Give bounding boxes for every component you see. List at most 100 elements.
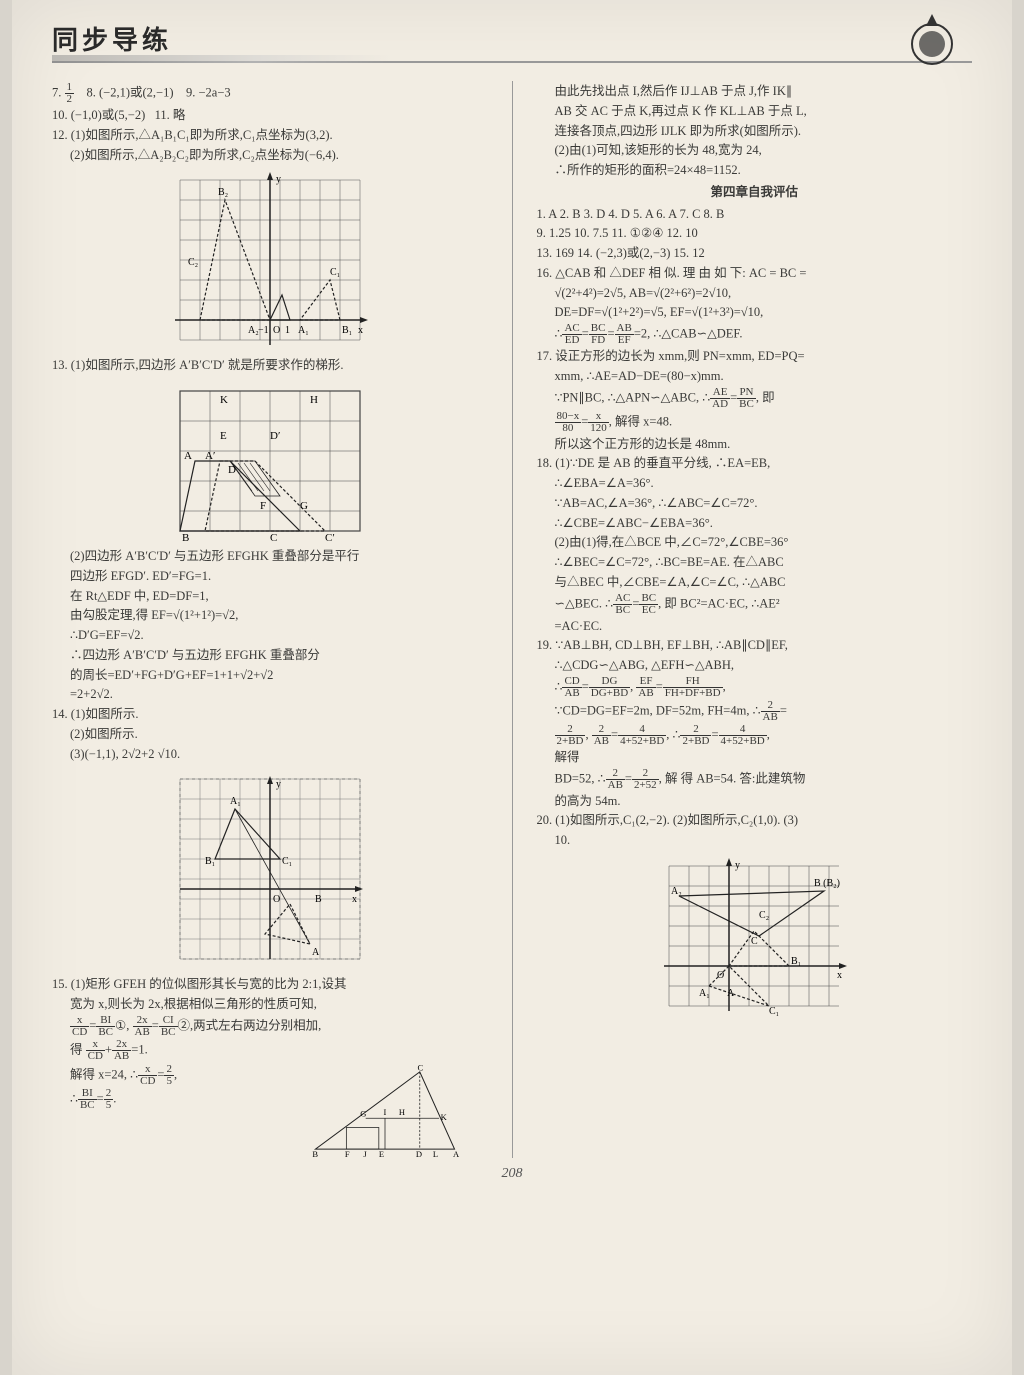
svg-text:K: K: [220, 394, 228, 406]
q15b: 宽为 x,则长为 2x,根据相似三角形的性质可知,: [52, 995, 488, 1014]
figure-12-grid: C₂ B₂ A₂ C₁ B₁ A₁ O −1 1 x y: [170, 170, 370, 350]
svg-text:A₁: A₁: [230, 796, 241, 807]
r3: 连接各顶点,四边形 IJLK 即为所求(如图所示).: [537, 122, 973, 141]
q15f: ∴BIBC=25.: [52, 1088, 292, 1111]
q17c: ∵PN∥BC, ∴△APN∽△ABC, ∴AEAD=PNBC, 即: [537, 387, 973, 410]
q14a: 14. (1)如图所示.: [52, 705, 488, 724]
svg-text:C: C: [270, 532, 277, 541]
section-title: 第四章自我评估: [537, 183, 973, 202]
q18c: ∵AB=AC,∠A=36°, ∴∠ABC=∠C=72°.: [537, 494, 973, 513]
column-divider: [512, 81, 513, 1158]
q20b: 10.: [537, 831, 973, 850]
svg-text:C₁: C₁: [330, 267, 340, 278]
answer-7-8-9: 7. 12 8. (−2,1)或(2,−1) 9. −2a−3: [52, 82, 488, 105]
svg-text:B (B₂): B (B₂): [814, 878, 840, 889]
q13-2e: ∴D′G=EF=√2.: [52, 626, 488, 645]
svg-text:C: C: [751, 936, 758, 947]
content-columns: 7. 12 8. (−2,1)或(2,−1) 9. −2a−3 10. (−1,…: [52, 81, 972, 1158]
svg-text:B: B: [315, 894, 322, 905]
q18h: ∽△BEC. ∴ACBC=BCEC, 即 BC²=AC·EC, ∴AE²: [537, 593, 973, 616]
svg-text:H: H: [398, 1107, 404, 1117]
r5: ∴所作的矩形的面积=24×48=1152.: [537, 161, 973, 180]
svg-text:C₂: C₂: [188, 257, 198, 268]
ans-row3: 13. 169 14. (−2,3)或(2,−3) 15. 12: [537, 244, 973, 263]
svg-text:O: O: [273, 894, 280, 905]
q13-2a: (2)四边形 A′B′C′D′ 与五边形 EFGHK 重叠部分是平行: [52, 547, 488, 566]
svg-text:C: C: [417, 1063, 423, 1072]
page-number: 208: [52, 1166, 972, 1182]
svg-text:−1: −1: [258, 325, 269, 336]
q17a: 17. 设正方形的边长为 xmm,则 PN=xmm, ED=PQ=: [537, 347, 973, 366]
svg-text:x: x: [837, 970, 842, 981]
publisher-badge-icon: [902, 12, 962, 72]
q13-2b: 四边形 EFGD′. ED′=FG=1.: [52, 567, 488, 586]
left-column: 7. 12 8. (−2,1)或(2,−1) 9. −2a−3 10. (−1,…: [52, 81, 488, 1158]
svg-text:L: L: [432, 1149, 437, 1158]
svg-text:y: y: [735, 860, 740, 871]
q18d: ∴∠CBE=∠ABC−∠EBA=36°.: [537, 514, 973, 533]
q16d: ∴ACED=BCFD=ABEF=2, ∴△CAB∽△DEF.: [537, 323, 973, 346]
right-column: 由此先找出点 I,然后作 IJ⊥AB 于点 J,作 IK∥ AB 交 AC 于点…: [537, 81, 973, 1158]
svg-text:C₁: C₁: [282, 856, 292, 867]
q19a: 19. ∵AB⊥BH, CD⊥BH, EF⊥BH, ∴AB∥CD∥EF,: [537, 636, 973, 655]
svg-text:O: O: [717, 970, 724, 981]
svg-text:A: A: [184, 450, 192, 462]
svg-text:B₁: B₁: [205, 856, 215, 867]
q20a: 20. (1)如图所示,C₁(2,−2). (2)如图所示,C₂(1,0). (…: [537, 811, 973, 830]
svg-text:B: B: [182, 532, 189, 541]
q18b: ∴∠EBA=∠A=36°.: [537, 474, 973, 493]
svg-text:K: K: [440, 1112, 447, 1122]
q19d: ∵CD=DG=EF=2m, DF=52m, FH=4m, ∴2AB=: [537, 700, 973, 723]
q19g: BD=52, ∴2AB=22+52, 解 得 AB=54. 答:此建筑物: [537, 768, 973, 791]
q18i: =AC·EC.: [537, 617, 973, 636]
svg-text:x: x: [358, 325, 363, 336]
svg-text:D: D: [228, 464, 236, 476]
svg-text:y: y: [276, 779, 281, 790]
q13-2f: ∴四边形 A′B′C′D′ 与五边形 EFGHK 重叠部分: [52, 646, 488, 665]
q13-2h: =2+2√2.: [52, 685, 488, 704]
header: 同步导练: [52, 20, 972, 63]
figure-15-triangle: B F J E D L A G I H K C: [300, 1063, 470, 1158]
svg-text:C₁: C₁: [769, 1006, 779, 1016]
svg-text:B: B: [312, 1149, 318, 1158]
svg-text:E: E: [220, 430, 227, 442]
svg-text:D: D: [415, 1149, 421, 1158]
figure-13-grid: K H E D′ A A′ D F G B C C′: [160, 381, 380, 541]
svg-text:E: E: [378, 1149, 383, 1158]
svg-text:A′: A′: [205, 450, 215, 462]
q14c: (3)(−1,1), 2√2+2 √10.: [52, 745, 488, 764]
q15d: 得 xCD+2xAB=1.: [52, 1039, 488, 1062]
answer-12-1: 12. (1)如图所示,△A₁B₁C₁即为所求,C₁点坐标为(3,2).: [52, 126, 488, 145]
q19c: ∴CDAB=DGDG+BD, EFAB=FHFH+DF+BD,: [537, 676, 973, 699]
q19h: 的高为 54m.: [537, 792, 973, 811]
r1: 由此先找出点 I,然后作 IJ⊥AB 于点 J,作 IK∥: [537, 82, 973, 101]
ans-row2: 9. 1.25 10. 7.5 11. ①②④ 12. 10: [537, 224, 973, 243]
figure-20-grid: A₂ B (B₂) C₂ C B₁ O A A₁ C₁ x y: [659, 856, 849, 1016]
svg-text:A₂: A₂: [671, 886, 682, 897]
q18e: (2)由(1)得,在△BCE 中,∠C=72°,∠CBE=36°: [537, 533, 973, 552]
svg-text:F: F: [344, 1149, 349, 1158]
answer-12-2: (2)如图所示,△A₂B₂C₂即为所求,C₂点坐标为(−6,4).: [52, 146, 488, 165]
svg-text:A: A: [453, 1149, 460, 1158]
svg-text:C′: C′: [325, 532, 335, 541]
q17e: 所以这个正方形的边长是 48mm.: [537, 435, 973, 454]
svg-text:B₂: B₂: [218, 187, 228, 198]
svg-text:O: O: [273, 325, 280, 336]
svg-text:B₁: B₁: [791, 956, 801, 967]
svg-text:y: y: [276, 174, 281, 185]
q19f: 解得: [537, 748, 973, 767]
svg-text:I: I: [383, 1107, 386, 1117]
q16b: √(2²+4²)=2√5, AB=√(2²+6²)=2√10,: [537, 284, 973, 303]
svg-text:B₁: B₁: [342, 325, 352, 336]
ans-row1: 1. A 2. B 3. D 4. D 5. A 6. A 7. C 8. B: [537, 205, 973, 224]
q15c: xCD=BIBC①, 2xAB=CIBC②,两式左右两边分别相加,: [52, 1015, 488, 1038]
q15e: 解得 x=24, ∴xCD=25,: [52, 1064, 292, 1087]
figure-14-grid: A₁ B₁ C₁ O B A x y: [170, 769, 370, 969]
q13-2g: 的周长=ED′+FG+D′G+EF=1+1+√2+√2: [52, 666, 488, 685]
page: 同步导练 7. 12 8. (−2,1)或(2,−1) 9. −2a−3 10.…: [12, 0, 1012, 1375]
q14b: (2)如图所示.: [52, 725, 488, 744]
svg-text:J: J: [363, 1149, 367, 1158]
svg-text:A₁: A₁: [298, 325, 309, 336]
q18a: 18. (1)∵DE 是 AB 的垂直平分线, ∴EA=EB,: [537, 454, 973, 473]
q18g: 与△BEC 中,∠CBE=∠A,∠C=∠C, ∴△ABC: [537, 573, 973, 592]
